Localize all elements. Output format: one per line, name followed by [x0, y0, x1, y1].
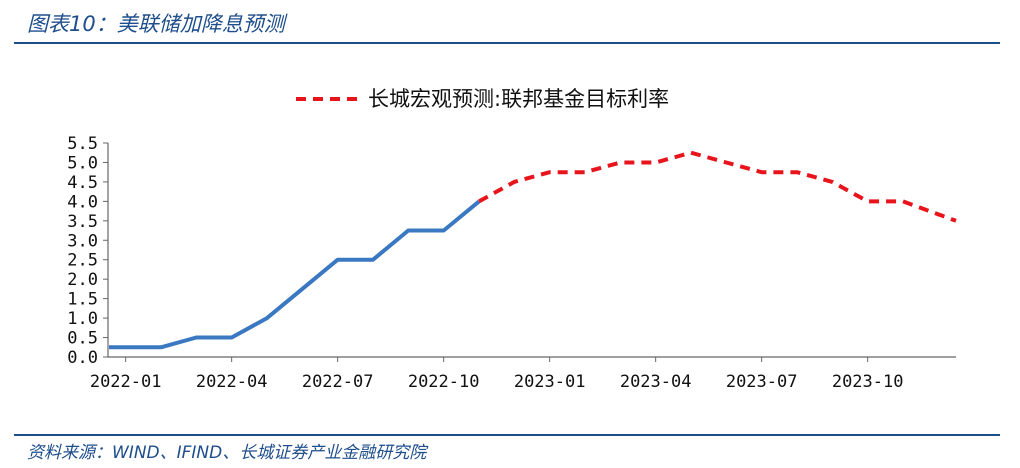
forecast-series-line	[478, 150, 957, 223]
series-lines	[109, 150, 957, 350]
y-tick-label: 0.0	[67, 348, 98, 368]
y-tick-labels: 0.00.51.01.52.02.53.03.54.04.55.05.5	[67, 134, 98, 368]
x-tick-label: 2022-04	[196, 372, 268, 392]
actual-series-line	[109, 199, 481, 350]
y-tick-label: 3.0	[67, 231, 98, 251]
y-tick-label: 3.5	[67, 212, 98, 232]
axes	[103, 142, 956, 362]
y-tick-label: 1.0	[67, 309, 98, 329]
y-tick-label: 5.0	[67, 153, 98, 173]
chart-legend: 长城宏观预测:联邦基金目标利率	[296, 87, 669, 111]
x-tick-label: 2022-01	[90, 372, 162, 392]
rate-chart: 长城宏观预测:联邦基金目标利率 0.00.51.01.52.02.53.03.5…	[67, 87, 957, 392]
y-tick-label: 4.5	[67, 173, 98, 193]
x-tick-label: 2023-10	[832, 372, 904, 392]
x-tick-label: 2023-07	[726, 372, 798, 392]
bottom-rule	[14, 434, 1000, 436]
source-note: 资料来源：WIND、IFIND、长城证券产业金融研究院	[27, 443, 427, 463]
y-tick-label: 2.5	[67, 251, 98, 271]
x-tick-label: 2022-07	[302, 372, 374, 392]
y-tick-label: 2.0	[67, 270, 98, 290]
x-tick-label: 2023-01	[514, 372, 586, 392]
y-tick-label: 1.5	[67, 290, 98, 310]
x-tick-label: 2023-04	[620, 372, 692, 392]
x-tick-labels: 2022-01 2022-04 2022-07 2022-10 2023-01 2023-…	[90, 372, 904, 392]
y-tick-label: 5.5	[67, 134, 98, 154]
legend-label: 长城宏观预测:联邦基金目标利率	[368, 87, 669, 111]
x-tick-label: 2022-10	[408, 372, 480, 392]
figure-title: 图表10：美联储加降息预测	[27, 12, 285, 36]
y-tick-label: 4.0	[67, 192, 98, 212]
top-rule	[14, 42, 1000, 44]
y-tick-label: 0.5	[67, 329, 98, 349]
